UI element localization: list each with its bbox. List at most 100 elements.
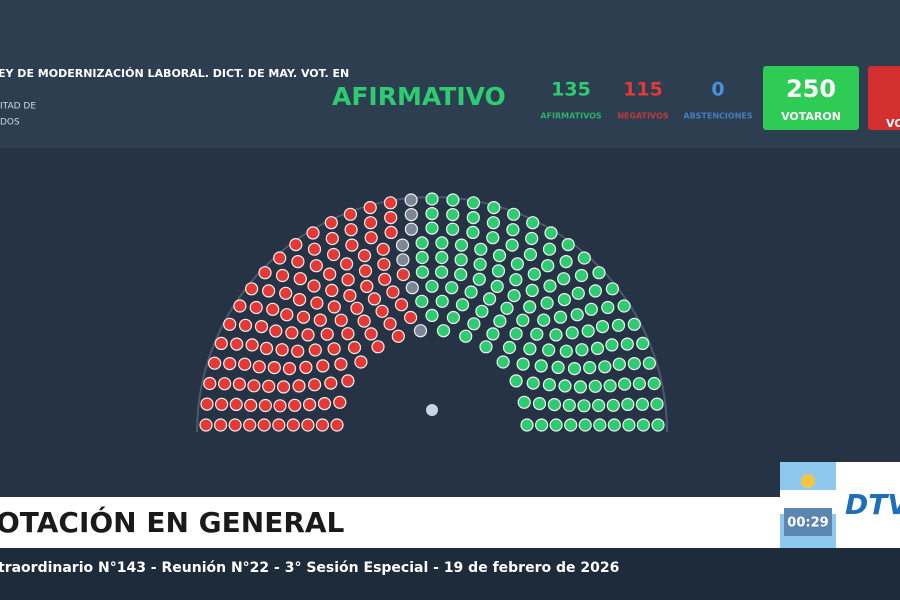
seat: [238, 318, 253, 332]
seat: [357, 314, 371, 328]
seat: [558, 379, 572, 393]
seat: [223, 317, 237, 331]
law-title: EY DE MODERNIZACIÓN LABORAL. DICT. DE MA…: [0, 67, 349, 80]
voted-value: 250: [786, 75, 836, 103]
seat: [636, 418, 651, 432]
seat: [404, 222, 418, 236]
seat: [445, 281, 459, 295]
seat: [238, 357, 252, 371]
seat: [245, 282, 259, 296]
seat: [303, 398, 317, 412]
seat: [327, 342, 341, 356]
seat: [553, 310, 568, 324]
seat: [277, 380, 291, 394]
seat: [376, 242, 390, 256]
seat: [575, 343, 589, 357]
seat: [605, 282, 620, 296]
seat: [293, 293, 307, 307]
seat: [502, 340, 517, 355]
flag-sun: [801, 474, 815, 488]
seat: [325, 283, 339, 297]
seat: [435, 294, 449, 308]
seat: [592, 266, 606, 280]
chamber-line: ITAD DE: [0, 102, 36, 112]
seat: [486, 231, 500, 245]
seat: [425, 279, 439, 293]
seat: [262, 379, 276, 393]
seat: [617, 299, 631, 313]
seat: [288, 398, 302, 412]
tally-value: 115: [623, 79, 663, 101]
seat: [496, 355, 510, 369]
tally-value: 135: [551, 79, 591, 101]
seat: [510, 257, 525, 271]
president-seat: [426, 404, 438, 416]
seat: [394, 298, 409, 312]
seat: [577, 399, 591, 413]
seat: [364, 327, 378, 341]
seat: [603, 379, 617, 393]
seat: [214, 418, 228, 432]
seat: [475, 304, 489, 318]
seat: [527, 267, 541, 281]
seat: [396, 267, 410, 282]
seat: [559, 344, 573, 358]
seat: [285, 326, 299, 340]
seat: [315, 418, 329, 432]
seat: [620, 337, 634, 351]
seat: [435, 236, 449, 250]
seat: [292, 379, 306, 393]
seat: [583, 361, 597, 375]
seat: [364, 216, 378, 230]
seat: [324, 376, 338, 390]
logo-box: [836, 462, 900, 548]
seat: [354, 355, 368, 369]
seat: [435, 265, 449, 279]
seat: [286, 418, 300, 432]
seat: [486, 327, 500, 341]
seat: [282, 362, 297, 376]
seat: [565, 326, 579, 340]
seat: [651, 418, 665, 432]
seat: [333, 395, 347, 409]
seat: [233, 299, 247, 313]
seat: [446, 193, 460, 207]
seat: [547, 398, 562, 412]
seat: [549, 328, 563, 342]
seat: [591, 398, 606, 413]
seat: [203, 376, 217, 391]
seat: [573, 380, 588, 394]
seat: [606, 398, 620, 412]
seat: [578, 418, 592, 432]
seat: [632, 377, 647, 391]
seat: [404, 310, 418, 325]
seat: [299, 360, 313, 374]
seat: [571, 286, 585, 300]
seat: [425, 221, 439, 235]
logo: DTV: [845, 488, 900, 521]
seat: [464, 285, 478, 299]
seat: [289, 238, 303, 252]
seat: [391, 329, 405, 343]
seat: [530, 327, 544, 341]
seat: [436, 324, 451, 338]
seat: [316, 359, 330, 373]
seat: [208, 356, 222, 370]
seat: [244, 398, 258, 412]
seat: [344, 223, 358, 237]
seat: [534, 418, 549, 432]
seat: [200, 397, 214, 411]
seat: [308, 343, 322, 357]
seat: [564, 418, 578, 432]
seat: [254, 320, 269, 334]
seat: [199, 418, 213, 432]
seat: [323, 267, 337, 281]
seat: [506, 223, 520, 237]
seat: [534, 359, 548, 373]
chamber-line: DOS: [0, 118, 20, 128]
seat: [454, 253, 468, 267]
seat: [334, 357, 348, 371]
seat: [232, 377, 246, 391]
seat: [557, 293, 572, 307]
